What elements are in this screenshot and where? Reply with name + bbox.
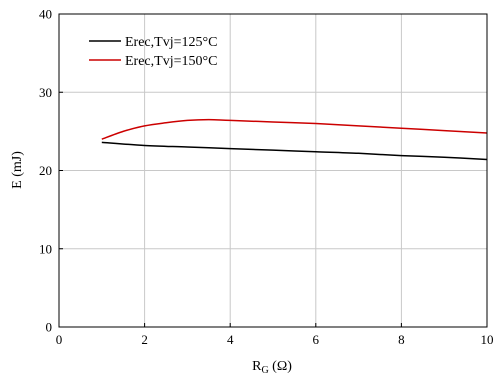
x-axis-label-subscript: G (261, 365, 268, 376)
grid (58, 13, 488, 328)
x-tick-label: 2 (141, 332, 148, 347)
legend: Erec,Tvj=125°C Erec,Tvj=150°C (89, 35, 217, 69)
y-tick-label: 40 (39, 7, 52, 22)
series-line-1 (101, 141, 488, 161)
x-axis-label-unit: (Ω) (269, 359, 293, 374)
legend-label-1: Erec,Tvj=125°C (125, 35, 217, 50)
x-tick-labels: 0 2 4 6 8 10 (56, 332, 494, 347)
y-axis-label: E (mJ) (10, 151, 25, 189)
x-tick-label: 8 (398, 332, 405, 347)
y-tick-label: 10 (39, 241, 52, 256)
y-tick-label: 30 (39, 85, 52, 100)
x-tick-label: 10 (481, 332, 494, 347)
legend-label-2: Erec,Tvj=150°C (125, 54, 217, 69)
series-lines (101, 118, 488, 161)
x-tick-label: 0 (56, 332, 63, 347)
x-tick-label: 4 (227, 332, 234, 347)
x-axis-label: RG (Ω) (252, 359, 292, 376)
y-tick-label: 0 (46, 320, 53, 335)
plot-frame (58, 13, 488, 328)
x-tick-label: 6 (313, 332, 320, 347)
series-line-2 (101, 118, 488, 140)
x-axis-label-main: R (252, 359, 262, 374)
y-tick-labels: 0 10 20 30 40 (39, 7, 52, 335)
y-tick-label: 20 (39, 163, 52, 178)
